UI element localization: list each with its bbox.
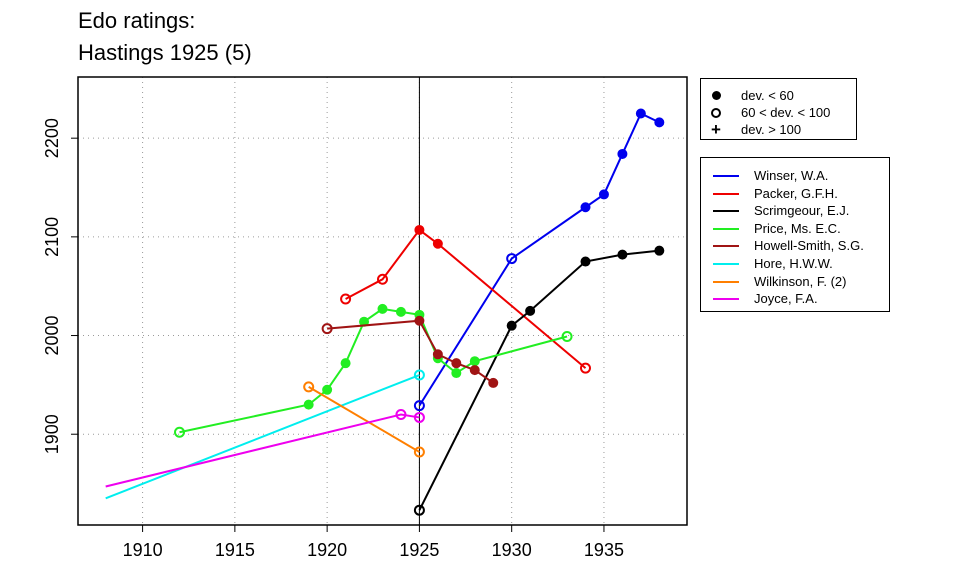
data-point-price-ms-e-c-1928 (469, 356, 480, 367)
data-point-packer-g-f-h-1925 (414, 224, 425, 235)
data-point-scrimgeour-e-j-1925 (413, 504, 425, 516)
legend-item-joyce-f-a: Joyce, F.A. (701, 290, 889, 307)
data-point-howell-smith-s-g-1925 (414, 315, 425, 326)
data-point-price-ms-e-c-1912 (174, 426, 185, 438)
legend-label: Howell-Smith, S.G. (754, 238, 864, 254)
legend-item-wilkinson-f-2: Wilkinson, F. (2) (701, 273, 889, 290)
series-legend: Winser, W.A. Packer, G.F.H. Scrimgeour, E.… (700, 157, 890, 312)
legend-item-winser-w-a: Winser, W.A. (701, 167, 889, 184)
legend-label: Scrimgeour, E.J. (754, 203, 850, 219)
symbol-legend-item: + dev. > 100 (701, 121, 856, 138)
y-tick-label-1900: 1900 (42, 414, 62, 454)
series-line-packer-g-f-h (345, 228, 587, 369)
legend-label: Packer, G.F.H. (754, 185, 838, 201)
data-point-scrimgeour-e-j-1931 (525, 305, 536, 316)
data-point-winser-w-a-1936 (617, 148, 628, 159)
legend-swatch (713, 245, 739, 248)
series-line-scrimgeour-e-j (418, 249, 660, 511)
legend-item-price-ms-e-c: Price, Ms. E.C. (701, 220, 889, 237)
data-point-price-ms-e-c-1920 (322, 384, 333, 395)
data-point-price-ms-e-c-1933 (561, 331, 573, 343)
symbol-legend-label: dev. < 60 (741, 88, 794, 103)
data-point-winser-w-a-1930 (506, 253, 518, 265)
data-point-joyce-f-a-1924 (395, 408, 407, 420)
data-point-hore-h-w-w-1925 (413, 369, 425, 381)
data-point-price-ms-e-c-1927 (451, 368, 462, 379)
data-point-winser-w-a-1937 (635, 108, 646, 119)
y-tick-label-2200: 2200 (42, 118, 62, 158)
chart-title-line-2: Hastings 1925 (5) (78, 40, 252, 65)
legend-swatch (713, 298, 739, 301)
data-point-howell-smith-s-g-1929 (488, 377, 499, 388)
legend-label: Winser, W.A. (754, 168, 829, 183)
data-point-winser-w-a-1938 (654, 117, 665, 128)
y-tick-label-2100: 2100 (42, 217, 62, 257)
data-point-packer-g-f-h-1934 (580, 362, 591, 374)
data-point-scrimgeour-e-j-1936 (617, 249, 628, 260)
series-line-hore-h-w-w (105, 374, 420, 500)
data-point-packer-g-f-h-1921 (340, 293, 352, 305)
legend-swatch (713, 227, 739, 230)
legend-swatch (713, 192, 739, 195)
data-point-howell-smith-s-g-1926 (432, 349, 443, 360)
filled-circle-icon (706, 87, 726, 104)
series-line-wilkinson-f-2 (308, 385, 420, 453)
x-tick-label-1910: 1910 (123, 540, 163, 560)
symbol-legend-label: dev. > 100 (741, 122, 802, 137)
legend-swatch (713, 175, 739, 177)
data-point-price-ms-e-c-1924 (395, 306, 406, 317)
data-point-scrimgeour-e-j-1934 (580, 256, 591, 267)
chart-title-line-1: Edo ratings: (78, 8, 196, 33)
data-point-winser-w-a-1934 (580, 202, 591, 213)
plus-icon: + (711, 120, 721, 139)
legend-item-scrimgeour-e-j: Scrimgeour, E.J. (701, 202, 889, 219)
data-point-scrimgeour-e-j-1938 (654, 245, 665, 256)
legend-swatch (713, 263, 739, 265)
symbol-legend-item: dev. < 60 (701, 87, 856, 104)
data-point-price-ms-e-c-1919 (303, 399, 314, 410)
x-tick-label-1930: 1930 (492, 540, 532, 560)
symbol-legend: dev. < 60 60 < dev. < 100 + dev. > 100 (700, 78, 857, 140)
legend-label: Hore, H.W.W. (754, 256, 833, 271)
symbol-legend-label: 60 < dev. < 100 (741, 105, 831, 120)
y-tick-label-2000: 2000 (42, 316, 62, 356)
data-point-scrimgeour-e-j-1930 (506, 320, 517, 331)
legend-item-packer-g-f-h: Packer, G.F.H. (701, 185, 889, 202)
x-tick-label-1935: 1935 (584, 540, 624, 560)
open-circle-icon (706, 104, 726, 121)
series-line-howell-smith-s-g (327, 319, 494, 384)
data-point-packer-g-f-h-1926 (432, 238, 443, 249)
data-point-howell-smith-s-g-1920 (321, 323, 333, 335)
data-point-winser-w-a-1925 (413, 400, 425, 412)
data-point-wilkinson-f-2-1919 (303, 381, 315, 393)
data-point-howell-smith-s-g-1927 (451, 358, 462, 369)
legend-item-howell-smith-s-g: Howell-Smith, S.G. (701, 237, 889, 254)
x-tick-label-1925: 1925 (399, 540, 439, 560)
data-point-price-ms-e-c-1921 (340, 358, 351, 369)
legend-swatch (713, 280, 739, 283)
plot-frame (77, 76, 688, 526)
symbol-legend-item: 60 < dev. < 100 (701, 104, 856, 121)
legend-swatch (713, 210, 739, 213)
legend-label: Wilkinson, F. (2) (754, 273, 847, 289)
data-point-wilkinson-f-2-1925 (413, 446, 425, 458)
legend-item-hore-h-w-w: Hore, H.W.W. (701, 255, 889, 272)
legend-label: Price, Ms. E.C. (754, 220, 841, 236)
legend-label: Joyce, F.A. (754, 291, 818, 307)
x-tick-label-1920: 1920 (307, 540, 347, 560)
data-point-packer-g-f-h-1923 (377, 273, 388, 285)
x-tick-label-1915: 1915 (215, 540, 255, 560)
data-point-howell-smith-s-g-1928 (469, 365, 480, 376)
data-point-price-ms-e-c-1923 (377, 303, 388, 314)
series-line-joyce-f-a (105, 413, 420, 488)
data-point-winser-w-a-1935 (598, 189, 609, 200)
data-point-joyce-f-a-1925 (413, 411, 425, 423)
